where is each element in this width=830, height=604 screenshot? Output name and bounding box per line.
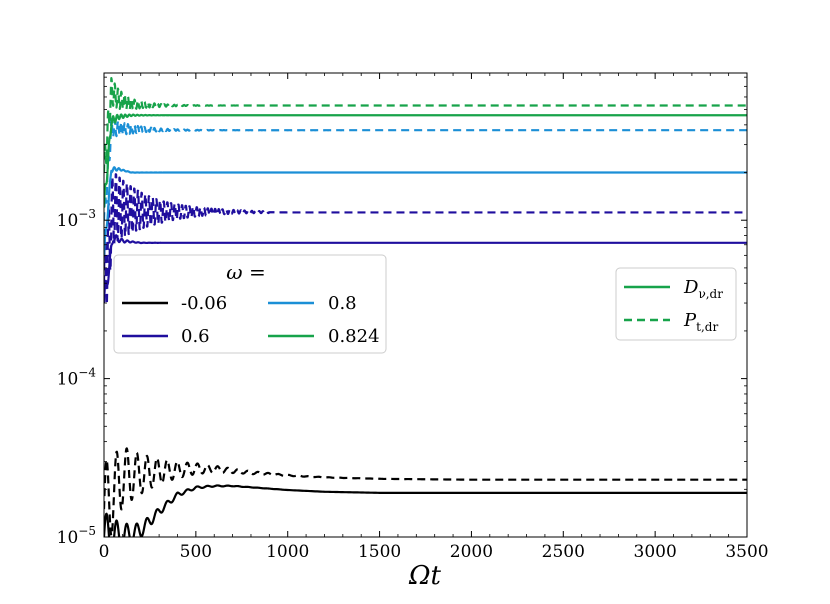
series-omega-0.6-P_t_dr: [104, 173, 747, 306]
x-tick-label-3000: 3000: [634, 542, 677, 562]
legend-style-label-1: Pt,dr: [683, 310, 718, 334]
legend-style-label-0-base: D: [683, 277, 699, 298]
x-axis-label: Ωt: [408, 561, 442, 591]
legend-style: Dν,dr Pt,dr: [615, 267, 737, 341]
legend-omega: ω = -0.06 0.6 0.8 0.824: [113, 254, 387, 354]
labels-layer: 0 500 1000 1500 2000 2500 3000 3500 10−5 10−4 10−3: [57, 207, 769, 562]
y-tick-label-2: 10−3: [57, 207, 96, 231]
x-tick-label-2500: 2500: [542, 542, 585, 562]
x-tick-label-2000: 2000: [450, 542, 493, 562]
series-omega--0.06-P_t_dr: [104, 447, 747, 537]
y-tick-label-1: 10−4: [57, 366, 97, 390]
legend-style-label-1-base: P: [683, 310, 697, 331]
x-tick-label-1500: 1500: [358, 542, 401, 562]
legend-style-label-0: Dν,dr: [683, 277, 723, 301]
x-tick-label-500: 500: [180, 542, 212, 562]
series-omega-0.824-P_t_dr: [104, 76, 747, 173]
x-tick-label-1000: 1000: [266, 542, 309, 562]
series-layer: [104, 76, 747, 537]
series-omega-0.824-D_nu_dr: [104, 113, 747, 208]
series-omega-0.8-D_nu_dr: [104, 166, 747, 256]
ticks-layer: [103, 73, 748, 538]
legend-style-label-1-sub: t,dr: [696, 320, 718, 334]
series-omega--0.06-D_nu_dr: [104, 484, 747, 537]
x-tick-label-0: 0: [99, 542, 110, 562]
legend-style-label-0-sub: ν,dr: [698, 287, 723, 301]
legend-omega-title: ω =: [226, 260, 265, 284]
legend-omega-label-1: 0.6: [181, 326, 210, 347]
legend-omega-label-0: -0.06: [181, 293, 227, 314]
legend-omega-box: [113, 254, 387, 354]
x-tick-label-3500: 3500: [725, 542, 768, 562]
legend-omega-label-2: 0.8: [328, 293, 357, 314]
series-omega-0.6-D_nu_dr: [104, 234, 747, 304]
plot-frame: [103, 72, 748, 538]
y-tick-label-0: 10−5: [57, 524, 96, 548]
series-omega-0.8-P_t_dr: [104, 117, 747, 221]
legend-omega-label-3: 0.824: [328, 326, 380, 347]
